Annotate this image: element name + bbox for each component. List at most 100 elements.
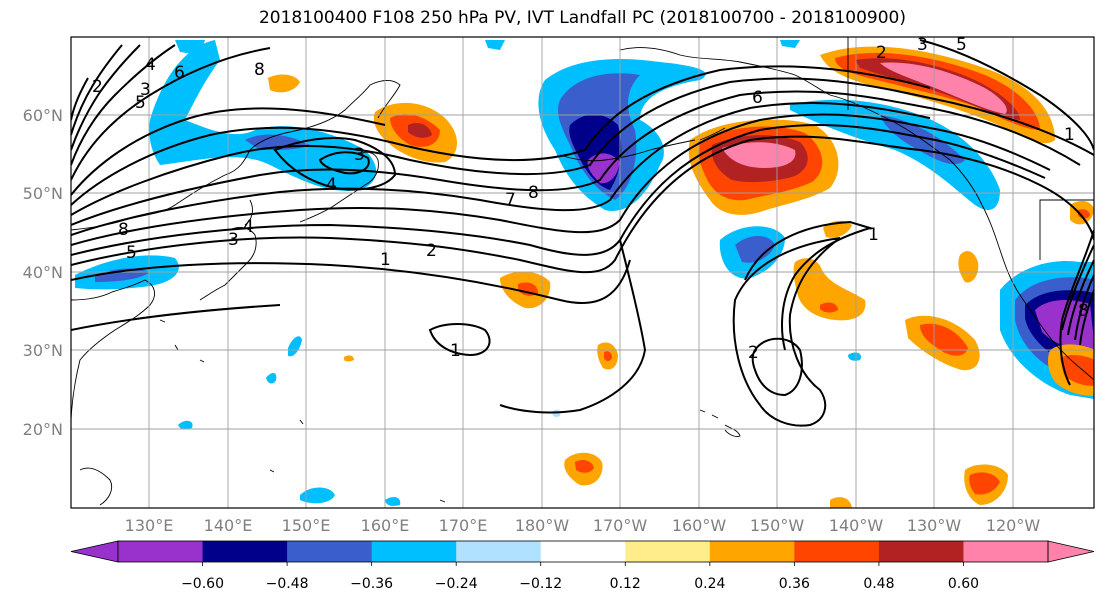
positive-pv-region — [604, 351, 612, 361]
contour-label: 3 — [228, 230, 239, 250]
colorbar-label: −0.48 — [266, 576, 309, 592]
latitude-label: 50°N — [23, 184, 63, 203]
latitude-label: 40°N — [23, 263, 63, 282]
contour-label: 1 — [1064, 125, 1075, 145]
longitude-label: 170°W — [593, 516, 648, 535]
latitude-label: 20°N — [23, 420, 63, 439]
positive-pv-region — [268, 74, 300, 93]
contour-label: 5 — [956, 35, 967, 55]
colorbar-swatch — [625, 541, 711, 562]
negative-pv-region — [149, 40, 377, 191]
positive-pv-region — [344, 355, 354, 362]
contour-label-group: 2 4 3 5 6 8 3 4 7 8 8 5 3 4 2 1 1 6 1 2 … — [92, 35, 1089, 363]
longitude-label: 180°W — [515, 516, 570, 535]
contour-label: 8 — [254, 60, 265, 80]
contour-label: 6 — [174, 63, 185, 83]
positive-pv-region — [880, 62, 1007, 114]
latitude-label: 30°N — [23, 341, 63, 360]
positive-pv-region — [969, 472, 1000, 495]
contour-label: 1 — [450, 341, 461, 361]
longitude-label: 170°E — [439, 516, 488, 535]
negative-pv-region — [385, 497, 401, 506]
negative-pv-region — [485, 40, 505, 50]
map-frame — [70, 36, 1095, 509]
colorbar-label: 0.60 — [948, 576, 979, 592]
colorbar-swatch — [794, 541, 880, 562]
negative-pv-region — [848, 352, 861, 361]
contour-label: 8 — [1078, 301, 1089, 321]
colorbar-label: −0.36 — [350, 576, 393, 592]
negative-pv-region — [300, 487, 335, 504]
negative-pv-region — [790, 99, 1000, 210]
colorbar-label: 0.48 — [863, 576, 894, 592]
contour-label: 6 — [752, 88, 763, 108]
positive-pv-region — [920, 323, 968, 356]
colorbar-swatch — [456, 541, 542, 562]
contour-label: 5 — [135, 93, 146, 113]
contour-label: 3 — [917, 35, 928, 55]
negative-pv-region — [780, 40, 800, 48]
colorbar-label: 0.24 — [694, 576, 725, 592]
contour-label: 4 — [145, 55, 156, 75]
colorbar-label: 0.36 — [779, 576, 810, 592]
contour-label: 4 — [326, 175, 337, 195]
colorbar-swatch — [963, 541, 1049, 562]
longitude-label: 150°W — [750, 516, 805, 535]
negative-pv-region — [266, 373, 277, 384]
longitude-label: 150°E — [282, 516, 331, 535]
longitude-labels: 130°E 140°E 150°E 160°E 170°E 180°W 170°W 160°W… — [125, 516, 1041, 535]
colorbar-label: 0.12 — [610, 576, 641, 592]
colorbar-swatch — [371, 541, 457, 562]
contour-label: 3 — [354, 145, 365, 165]
colorbar-min-arrow — [70, 540, 119, 563]
colorbar-swatch — [202, 541, 288, 562]
colorbar: −0.60 −0.48 −0.36 −0.24 −0.12 0.12 0.24 0.36 0.4… — [70, 540, 1095, 592]
colorbar-label: −0.24 — [435, 576, 478, 592]
longitude-label: 120°W — [986, 516, 1041, 535]
contour-label: 2 — [426, 241, 437, 261]
contour-label: 5 — [126, 243, 137, 263]
contour-label: 7 — [505, 190, 516, 210]
longitude-label: 160°W — [672, 516, 727, 535]
positive-pv-region — [408, 123, 432, 138]
longitude-label: 130°E — [125, 516, 174, 535]
contour-label: 8 — [118, 220, 129, 240]
colorbar-label: −0.60 — [181, 576, 224, 592]
longitude-label: 140°E — [204, 516, 253, 535]
contour-label: 2 — [748, 343, 759, 363]
positive-pv-region — [830, 497, 852, 508]
colorbar-border — [117, 540, 1049, 563]
latitude-label: 60°N — [23, 106, 63, 125]
contour-label: 1 — [380, 250, 391, 270]
positive-pv-region — [1060, 355, 1094, 386]
contour-label: 8 — [528, 183, 539, 203]
colorbar-label: −0.12 — [519, 576, 562, 592]
negative-pv-region — [735, 235, 775, 263]
longitude-label: 130°W — [907, 516, 962, 535]
positive-pv-region — [575, 460, 594, 473]
ivt-contours — [71, 39, 1094, 427]
colorbar-max-arrow — [1047, 540, 1095, 563]
colorbar-swatch — [287, 541, 373, 562]
colorbar-swatch — [540, 541, 626, 562]
colorbar-swatch — [118, 541, 204, 562]
positive-pv-region — [793, 258, 866, 321]
negative-pv-region — [178, 420, 193, 430]
figure-title: 2018100400 F108 250 hPa PV, IVT Landfall… — [258, 8, 906, 28]
negative-pv-region — [175, 40, 205, 55]
contour-label: 2 — [876, 43, 887, 63]
contour-label: 4 — [243, 217, 254, 237]
positive-pv-region — [518, 282, 538, 296]
longitude-label: 160°E — [361, 516, 410, 535]
negative-pv-region — [880, 115, 965, 165]
contour-label: 1 — [868, 225, 879, 245]
contour-label: 3 — [140, 80, 151, 100]
colorbar-swatch — [709, 541, 795, 562]
colorbar-swatch — [878, 541, 964, 562]
positive-pv-region — [958, 250, 979, 283]
longitude-label: 140°W — [829, 516, 884, 535]
negative-pv-region — [288, 336, 302, 357]
contour-label: 2 — [92, 77, 103, 97]
pv-anomaly-shading — [75, 40, 1094, 508]
